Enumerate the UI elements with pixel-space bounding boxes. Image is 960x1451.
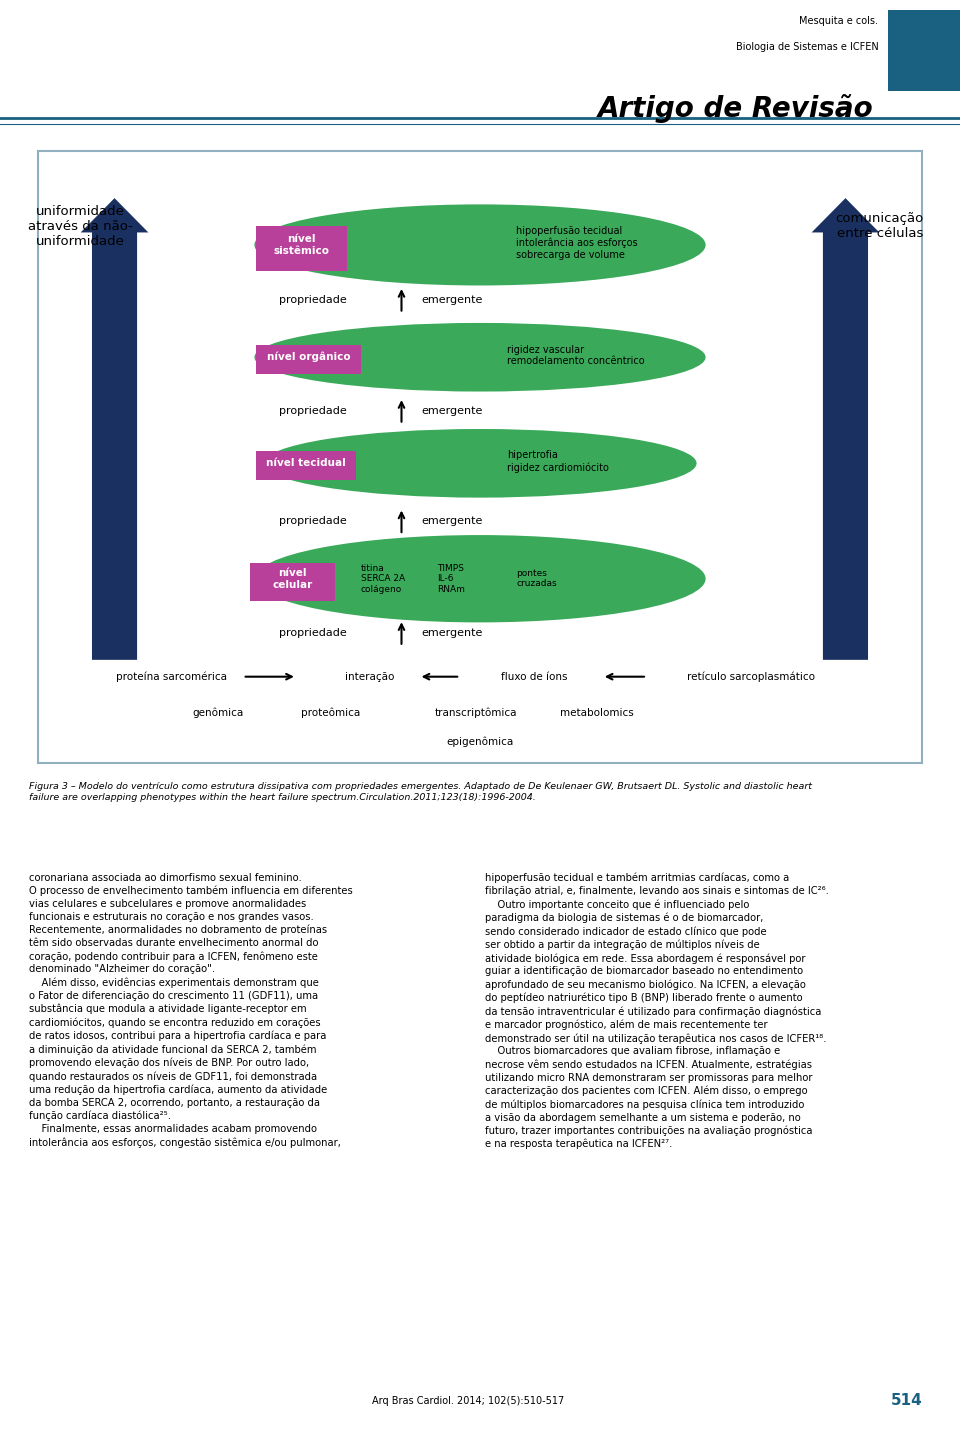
Text: comunicação
entre células: comunicação entre células xyxy=(835,212,924,241)
Text: retículo sarcoplasmático: retículo sarcoplasmático xyxy=(686,672,815,682)
Text: Figura 3 – Modelo do ventrículo como estrutura dissipativa com propriedades emer: Figura 3 – Modelo do ventrículo como est… xyxy=(29,782,812,801)
Text: genômica: genômica xyxy=(193,708,244,718)
Text: uniformidade
através da não-
uniformidade: uniformidade através da não- uniformidad… xyxy=(28,205,132,248)
Text: interação: interação xyxy=(346,672,395,682)
Text: rigidez vascular
remodelamento concêntrico: rigidez vascular remodelamento concêntri… xyxy=(507,344,645,366)
Text: Arq Bras Cardiol. 2014; 102(5):510-517: Arq Bras Cardiol. 2014; 102(5):510-517 xyxy=(372,1396,564,1406)
Text: fluxo de íons: fluxo de íons xyxy=(501,672,567,682)
FancyArrow shape xyxy=(811,199,879,660)
Text: emergente: emergente xyxy=(421,517,483,527)
Text: metabolomics: metabolomics xyxy=(561,708,635,718)
Text: hipoperfusão tecidual e também arritmias cardíacas, como a
fibrilação atrial, e,: hipoperfusão tecidual e também arritmias… xyxy=(485,874,828,1149)
Text: titina
SERCA 2A
colágeno: titina SERCA 2A colágeno xyxy=(361,564,405,593)
Text: epigenômica: epigenômica xyxy=(446,737,514,747)
Text: Artigo de Revisão: Artigo de Revisão xyxy=(598,94,874,123)
FancyArrow shape xyxy=(81,199,149,660)
Text: Mesquita e cols.: Mesquita e cols. xyxy=(800,16,878,26)
Text: nível tecidual: nível tecidual xyxy=(266,459,346,469)
Text: nível
celular: nível celular xyxy=(273,567,312,589)
Text: Biologia de Sistemas e ICFEN: Biologia de Sistemas e ICFEN xyxy=(735,42,878,52)
Ellipse shape xyxy=(254,205,706,286)
Ellipse shape xyxy=(263,429,697,498)
Text: nível
sistêmico: nível sistêmico xyxy=(274,234,329,255)
Text: transcriptômica: transcriptômica xyxy=(434,708,516,718)
Text: coronariana associada ao dimorfismo sexual feminino.
O processo de envelheciment: coronariana associada ao dimorfismo sexu… xyxy=(29,874,352,1148)
Text: emergente: emergente xyxy=(421,406,483,416)
FancyBboxPatch shape xyxy=(250,563,335,601)
Text: emergente: emergente xyxy=(421,628,483,638)
Ellipse shape xyxy=(254,324,706,392)
Text: hipoperfusão tecidual
intolerância aos esforços
sobrecarga de volume: hipoperfusão tecidual intolerância aos e… xyxy=(516,226,637,260)
Text: nível orgânico: nível orgânico xyxy=(267,353,350,363)
Text: hipertrofia
rigidez cardiomiócito: hipertrofia rigidez cardiomiócito xyxy=(507,450,609,473)
Bar xyxy=(888,10,960,91)
Text: emergente: emergente xyxy=(421,295,483,305)
Text: TIMPS
IL-6
RNAm: TIMPS IL-6 RNAm xyxy=(437,564,465,593)
Text: propriedade: propriedade xyxy=(278,406,347,416)
FancyBboxPatch shape xyxy=(256,225,348,270)
Text: 514: 514 xyxy=(891,1393,923,1409)
Text: proteína sarcomérica: proteína sarcomérica xyxy=(116,672,227,682)
Ellipse shape xyxy=(254,535,706,622)
Text: proteômica: proteômica xyxy=(301,708,361,718)
Text: pontes
cruzadas: pontes cruzadas xyxy=(516,569,557,589)
Text: propriedade: propriedade xyxy=(278,628,347,638)
Text: propriedade: propriedade xyxy=(278,295,347,305)
FancyBboxPatch shape xyxy=(256,345,361,374)
FancyBboxPatch shape xyxy=(256,451,356,480)
Text: propriedade: propriedade xyxy=(278,517,347,527)
